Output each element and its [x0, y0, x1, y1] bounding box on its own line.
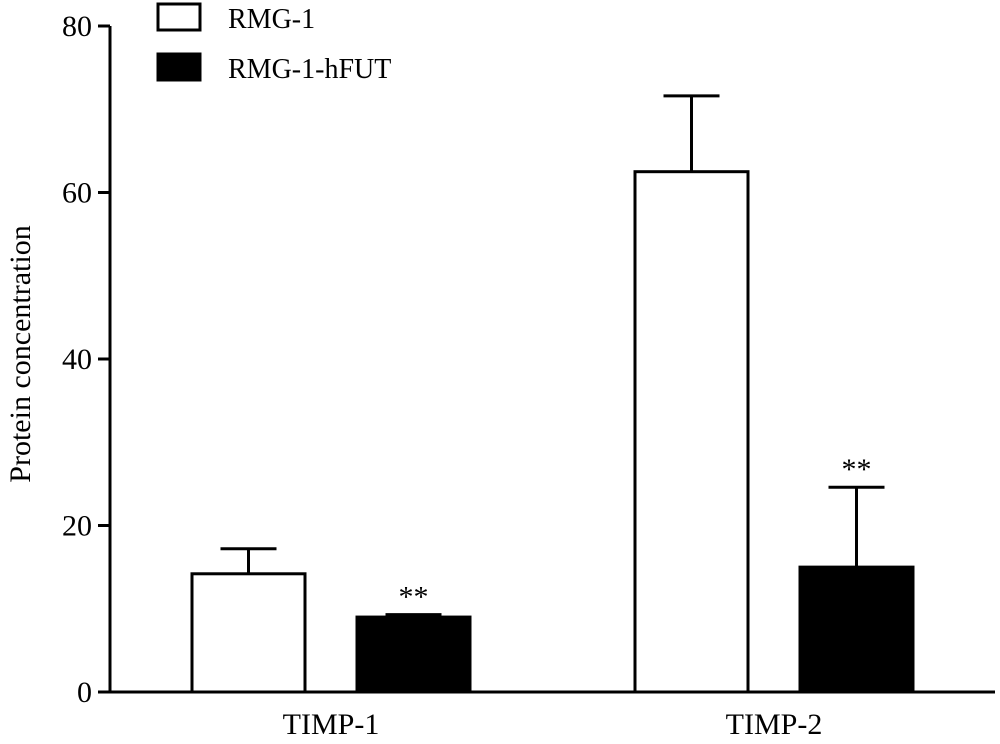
y-axis-title: Protein concentration	[4, 225, 37, 482]
chart-legend: RMG-1 RMG-1-hFUT	[156, 2, 391, 85]
y-tick-label: 40	[62, 343, 92, 376]
x-tick-label: TIMP-1	[283, 708, 380, 741]
bar-rmg-1-timp-2	[633, 170, 750, 694]
y-tick-label: 0	[77, 676, 92, 709]
legend-swatch	[156, 2, 202, 32]
x-tick-label: TIMP-2	[726, 708, 823, 741]
y-tick-label: 20	[62, 510, 92, 543]
y-tick-label: 60	[62, 177, 92, 210]
chart-bars: ** **	[190, 94, 915, 694]
y-tick-label: 80	[62, 10, 92, 43]
bar-rmg-1-timp-1	[190, 572, 307, 694]
significance-label: **	[842, 453, 872, 486]
legend-label: RMG-1-hFUT	[228, 54, 391, 85]
bar-rmg-1-hfut-timp-1	[355, 615, 472, 694]
significance-label: **	[399, 581, 429, 614]
legend-label: RMG-1	[228, 4, 315, 35]
legend-swatch	[156, 52, 202, 82]
bar-rmg-1-hfut-timp-2	[798, 565, 915, 694]
